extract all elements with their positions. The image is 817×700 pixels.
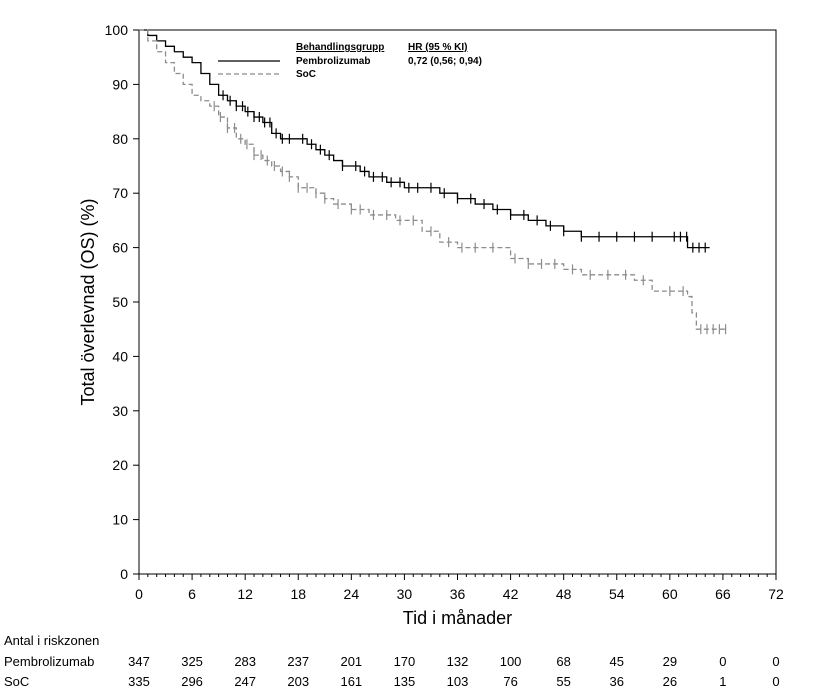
y-tick-label: 30 (112, 403, 128, 419)
y-tick-label: 20 (112, 457, 128, 473)
at-risk-value: 1 (719, 674, 726, 689)
at-risk-title: Antal i riskzonen (4, 633, 99, 648)
at-risk-value: 68 (556, 654, 570, 669)
x-tick-label: 12 (237, 586, 253, 602)
x-tick-label: 30 (397, 586, 413, 602)
at-risk-value: 247 (234, 674, 256, 689)
legend: Behandlingsgrupp HR (95 % KI) Pembrolizu… (218, 42, 482, 80)
legend-header-hr: HR (95 % KI) (408, 42, 467, 53)
y-tick-label: 90 (112, 76, 128, 92)
y-tick-label: 60 (112, 240, 128, 256)
legend-hr-value: 0,72 (0,56; 0,94) (408, 56, 482, 67)
curve-pembrolizumab (139, 29, 710, 249)
y-tick-label: 100 (105, 22, 129, 38)
legend-header-group: Behandlingsgrupp (296, 42, 384, 53)
at-risk-value: 132 (447, 654, 469, 669)
at-risk-value: 26 (663, 674, 677, 689)
survival-curves (139, 29, 728, 330)
legend-label-soc: SoC (296, 69, 316, 80)
at-risk-value: 76 (503, 674, 517, 689)
at-risk-value: 100 (500, 654, 522, 669)
at-risk-row-label-soc: SoC (4, 674, 29, 689)
at-risk-value: 0 (772, 654, 779, 669)
censor-marks (213, 90, 727, 335)
at-risk-value: 170 (394, 654, 416, 669)
y-tick-label: 10 (112, 512, 128, 528)
x-axis: 0 6 12 18 24 30 36 42 48 54 60 66 72 (135, 574, 784, 602)
at-risk-value: 201 (340, 654, 362, 669)
x-tick-label: 24 (344, 586, 360, 602)
at-risk-value: 135 (394, 674, 416, 689)
at-risk-value: 0 (719, 654, 726, 669)
at-risk-value: 55 (556, 674, 570, 689)
at-risk-value: 325 (181, 654, 203, 669)
x-tick-label: 36 (450, 586, 466, 602)
y-axis-title: Total överlevnad (OS) (%) (78, 198, 98, 405)
x-tick-label: 60 (662, 586, 678, 602)
at-risk-value: 161 (340, 674, 362, 689)
x-tick-label: 72 (768, 586, 784, 602)
x-tick-label: 18 (290, 586, 306, 602)
y-axis: 0 10 20 30 40 50 60 70 80 90 100 (105, 22, 139, 582)
plot-frame (138, 29, 777, 575)
x-tick-label: 54 (609, 586, 625, 602)
at-risk-value: 283 (234, 654, 256, 669)
at-risk-value: 347 (128, 654, 150, 669)
at-risk-value: 45 (610, 654, 624, 669)
at-risk-value: 237 (287, 654, 309, 669)
legend-label-pembrolizumab: Pembrolizumab (296, 56, 370, 67)
at-risk-value: 29 (663, 654, 677, 669)
at-risk-value: 335 (128, 674, 150, 689)
plot-border (138, 29, 777, 575)
at-risk-value: 36 (610, 674, 624, 689)
y-tick-label: 80 (112, 131, 128, 147)
at-risk-value: 103 (447, 674, 469, 689)
y-tick-label: 0 (120, 566, 128, 582)
at-risk-values: 347 325 283 237 201 170 132 100 68 45 29 0 0 335 296 24… (128, 654, 779, 689)
at-risk-table: Antal i riskzonen Pembrolizumab SoC 347 3… (4, 633, 780, 689)
x-tick-label: 48 (556, 586, 572, 602)
y-tick-label: 70 (112, 185, 128, 201)
y-tick-label: 40 (112, 348, 128, 364)
x-tick-label: 6 (188, 586, 196, 602)
at-risk-value: 296 (181, 674, 203, 689)
curve-soc (139, 29, 728, 330)
x-tick-label: 66 (715, 586, 731, 602)
at-risk-row-label-pembrolizumab: Pembrolizumab (4, 654, 94, 669)
x-tick-label: 42 (503, 586, 519, 602)
y-tick-label: 50 (112, 294, 128, 310)
at-risk-value: 203 (287, 674, 309, 689)
at-risk-value: 0 (772, 674, 779, 689)
x-axis-title: Tid i månader (403, 608, 512, 628)
x-tick-label: 0 (135, 586, 143, 602)
